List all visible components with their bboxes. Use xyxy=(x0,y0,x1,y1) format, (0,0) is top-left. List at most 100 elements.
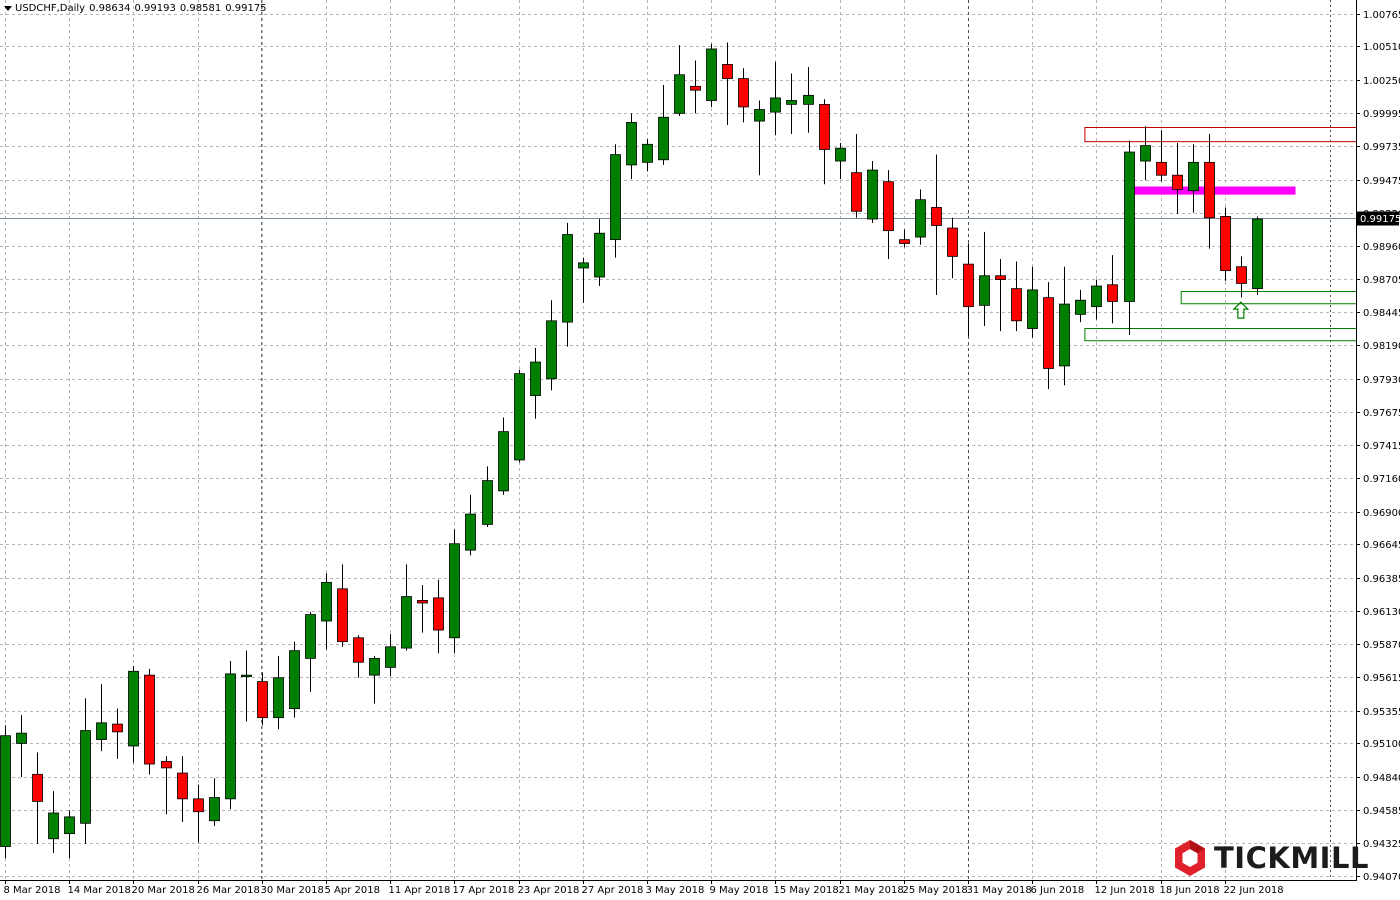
bullish-candle[interactable] xyxy=(642,139,653,172)
bearish-candle[interactable] xyxy=(417,584,428,633)
bearish-candle[interactable] xyxy=(1172,143,1183,214)
bearish-candle[interactable] xyxy=(690,60,701,114)
bullish-candle[interactable] xyxy=(1188,144,1199,213)
bullish-candle[interactable] xyxy=(610,144,621,258)
candle-body xyxy=(32,773,43,802)
bullish-candle[interactable] xyxy=(835,143,846,180)
bullish-candle[interactable] xyxy=(305,612,316,692)
bullish-candle[interactable] xyxy=(786,73,797,134)
price-tick-label: 0.99995 xyxy=(1363,109,1400,120)
bullish-candle[interactable] xyxy=(449,529,460,654)
bullish-candle[interactable] xyxy=(514,369,525,463)
bearish-candle[interactable] xyxy=(353,635,364,678)
bearish-candle[interactable] xyxy=(722,42,733,125)
time-tick-label: 23 Apr 2018 xyxy=(518,885,580,896)
bearish-candle[interactable] xyxy=(819,99,830,185)
bearish-candle[interactable] xyxy=(1236,256,1247,298)
bullish-candle[interactable] xyxy=(658,85,669,165)
bullish-candle[interactable] xyxy=(0,725,11,859)
bullish-candle[interactable] xyxy=(16,715,27,777)
bearish-candle[interactable] xyxy=(931,154,942,296)
bearish-candle[interactable] xyxy=(1204,133,1215,249)
bullish-candle[interactable] xyxy=(321,573,332,650)
bullish-candle[interactable] xyxy=(546,300,557,391)
bearish-candle[interactable] xyxy=(144,668,155,775)
bearish-candle[interactable] xyxy=(193,784,204,843)
bullish-candle[interactable] xyxy=(706,43,717,107)
bullish-candle[interactable] xyxy=(562,222,573,347)
bullish-candle[interactable] xyxy=(1140,126,1151,181)
bearish-candle[interactable] xyxy=(851,133,862,218)
bullish-candle[interactable] xyxy=(1124,140,1135,335)
bullish-candle[interactable] xyxy=(578,257,589,303)
bullish-candle[interactable] xyxy=(770,61,781,136)
bearish-candle[interactable] xyxy=(995,258,1006,332)
candle-body xyxy=(257,681,268,719)
bearish-candle[interactable] xyxy=(1011,261,1022,332)
bearish-candle[interactable] xyxy=(738,68,749,123)
bearish-candle[interactable] xyxy=(883,170,894,259)
bullish-candle[interactable] xyxy=(594,219,605,287)
bullish-candle[interactable] xyxy=(289,641,300,718)
bearish-candle[interactable] xyxy=(1156,130,1167,182)
bullish-candle[interactable] xyxy=(1027,266,1038,338)
bearish-candle[interactable] xyxy=(963,243,974,337)
bullish-candle[interactable] xyxy=(915,189,926,245)
bullish-candle[interactable] xyxy=(80,698,91,844)
bearish-candle[interactable] xyxy=(1107,255,1118,324)
bearish-candle[interactable] xyxy=(257,672,268,726)
time-axis[interactable]: 8 Mar 2018 14 Mar 2018 20 Mar 2018 26 Mar 2… xyxy=(4,880,1284,896)
bullish-candle[interactable] xyxy=(64,810,75,859)
candle-body xyxy=(514,373,525,461)
bullish-candle[interactable] xyxy=(754,100,765,176)
bearish-candle[interactable] xyxy=(177,756,188,823)
bullish-candle[interactable] xyxy=(128,666,139,763)
bullish-candle[interactable] xyxy=(1075,289,1086,323)
bullish-candle[interactable] xyxy=(209,778,220,826)
bullish-candle[interactable] xyxy=(482,466,493,527)
bearish-candle[interactable] xyxy=(32,752,43,844)
bullish-candle[interactable] xyxy=(385,633,396,677)
bearish-candle[interactable] xyxy=(337,564,348,647)
candle-body xyxy=(498,431,509,492)
bearish-candle[interactable] xyxy=(1043,282,1054,390)
candle-body xyxy=(835,147,846,162)
candle-body xyxy=(1091,285,1102,308)
bullish-candle[interactable] xyxy=(96,684,107,752)
tickmill-hexagon-icon xyxy=(1175,840,1205,876)
bullish-candle[interactable] xyxy=(674,45,685,116)
bearish-candle[interactable] xyxy=(947,217,958,279)
bullish-candle[interactable] xyxy=(241,650,252,722)
bullish-candle[interactable] xyxy=(48,791,59,853)
bullish-candle[interactable] xyxy=(273,655,284,730)
dropdown-triangle-icon[interactable] xyxy=(4,5,12,11)
bullish-candle[interactable] xyxy=(401,564,412,651)
bullish-candle[interactable] xyxy=(225,660,236,810)
bearish-candle[interactable] xyxy=(112,708,123,759)
time-tick-label: 9 May 2018 xyxy=(710,885,769,896)
bullish-candle[interactable] xyxy=(867,161,878,223)
time-tick-label: 31 May 2018 xyxy=(967,885,1032,896)
current-price-text: 0.99175 xyxy=(1360,214,1400,225)
bearish-candle[interactable] xyxy=(161,756,172,815)
candle-body xyxy=(273,677,284,719)
bullish-candle[interactable] xyxy=(979,231,990,326)
bullish-candle[interactable] xyxy=(465,494,476,556)
bullish-candle[interactable] xyxy=(498,417,509,495)
candle-body xyxy=(819,103,830,150)
bearish-candle[interactable] xyxy=(433,579,444,654)
bullish-candle[interactable] xyxy=(626,113,637,180)
candle-body xyxy=(594,232,605,278)
bearish-candle[interactable] xyxy=(899,229,910,248)
bullish-candle[interactable] xyxy=(803,66,814,133)
bullish-candle[interactable] xyxy=(1091,279,1102,320)
bullish-candle[interactable] xyxy=(1059,266,1070,386)
bullish-candle[interactable] xyxy=(369,655,380,704)
bullish-candle[interactable] xyxy=(1252,216,1263,296)
candles[interactable] xyxy=(0,42,1263,859)
bullish-candle[interactable] xyxy=(530,347,541,419)
bearish-candle[interactable] xyxy=(1220,207,1231,281)
time-tick-label: 11 Apr 2018 xyxy=(389,885,451,896)
